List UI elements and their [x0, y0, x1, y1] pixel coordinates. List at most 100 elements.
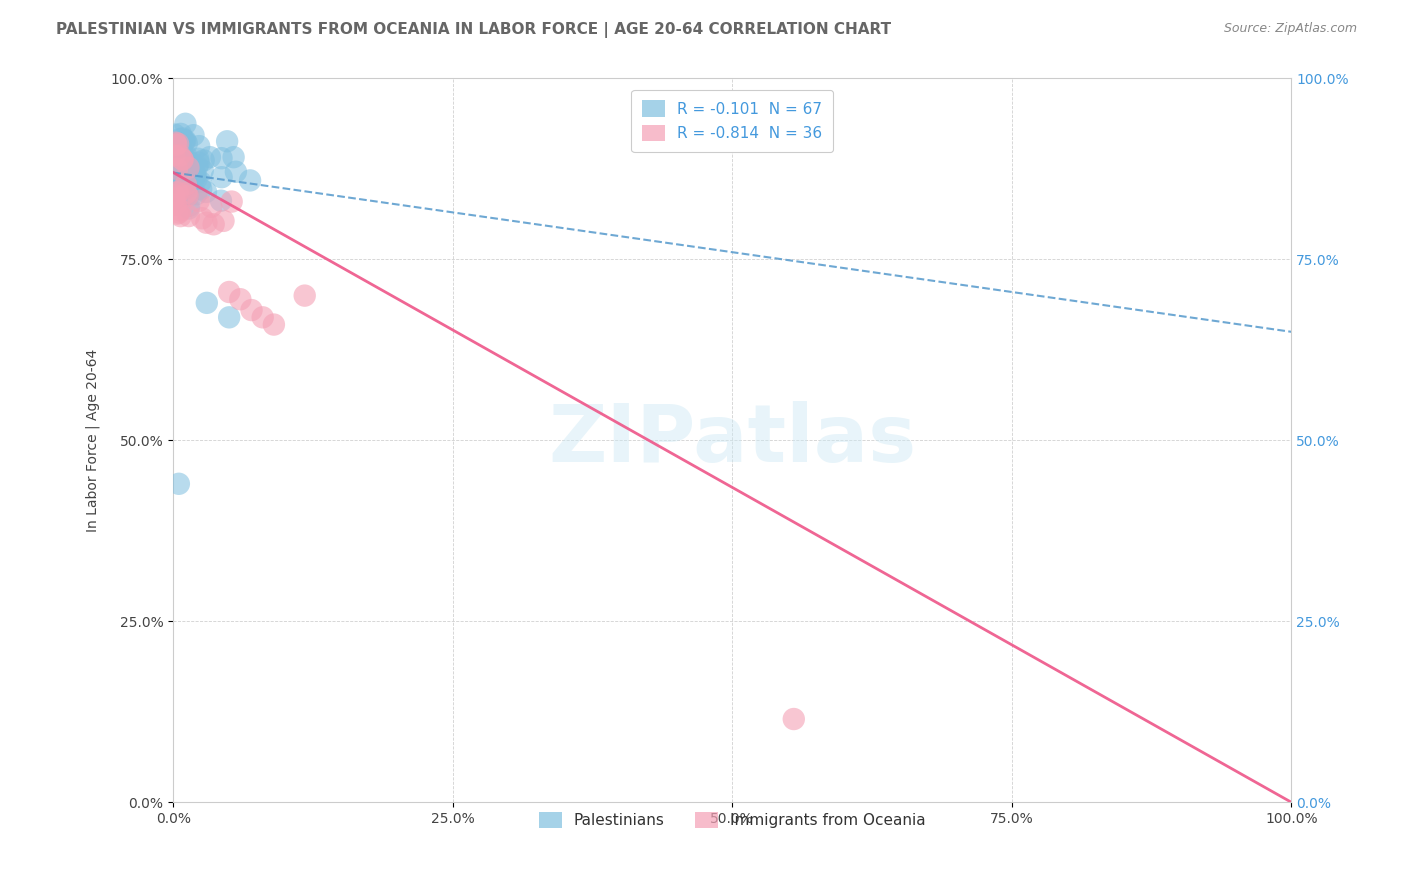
Point	[165, 198, 187, 212]
Point	[177, 154, 200, 169]
Point	[180, 156, 202, 170]
Point	[184, 169, 207, 184]
Point	[163, 188, 186, 202]
Point	[229, 292, 252, 306]
Point	[222, 150, 245, 164]
Point	[190, 182, 212, 196]
Point	[163, 156, 186, 170]
Point	[165, 144, 187, 158]
Point	[195, 296, 218, 310]
Point	[166, 153, 188, 167]
Point	[174, 178, 197, 192]
Point	[186, 171, 208, 186]
Point	[212, 214, 235, 228]
Point	[187, 155, 209, 169]
Point	[252, 310, 274, 325]
Point	[172, 152, 194, 166]
Point	[176, 149, 198, 163]
Point	[166, 207, 188, 221]
Point	[177, 187, 200, 202]
Point	[173, 169, 195, 183]
Point	[170, 145, 193, 159]
Point	[176, 180, 198, 194]
Point	[294, 288, 316, 302]
Point	[184, 167, 207, 181]
Point	[191, 163, 214, 178]
Point	[177, 202, 200, 216]
Point	[167, 205, 190, 219]
Point	[177, 209, 200, 223]
Point	[174, 133, 197, 147]
Legend: Palestinians, Immigrants from Oceania: Palestinians, Immigrants from Oceania	[533, 805, 932, 834]
Point	[187, 194, 209, 208]
Point	[166, 186, 188, 200]
Point	[221, 194, 243, 209]
Text: ZIPatlas: ZIPatlas	[548, 401, 917, 479]
Point	[187, 152, 209, 166]
Point	[172, 169, 194, 183]
Point	[169, 169, 191, 184]
Point	[172, 151, 194, 165]
Point	[163, 186, 186, 200]
Point	[191, 211, 214, 226]
Point	[179, 177, 201, 191]
Point	[193, 153, 215, 168]
Point	[186, 160, 208, 174]
Point	[172, 153, 194, 167]
Point	[173, 164, 195, 178]
Point	[169, 184, 191, 198]
Point	[163, 166, 186, 180]
Point	[183, 128, 205, 143]
Point	[163, 191, 186, 205]
Point	[195, 216, 218, 230]
Point	[173, 134, 195, 148]
Point	[170, 164, 193, 178]
Point	[163, 191, 186, 205]
Point	[188, 139, 211, 153]
Point	[176, 164, 198, 178]
Point	[174, 117, 197, 131]
Point	[218, 285, 240, 299]
Point	[165, 136, 187, 150]
Point	[163, 175, 186, 189]
Point	[174, 186, 197, 201]
Point	[172, 131, 194, 145]
Point	[167, 136, 190, 151]
Point	[173, 159, 195, 173]
Point	[174, 180, 197, 194]
Point	[165, 137, 187, 152]
Point	[225, 165, 247, 179]
Point	[177, 172, 200, 186]
Point	[202, 217, 225, 231]
Point	[163, 148, 186, 162]
Point	[239, 173, 262, 187]
Point	[167, 168, 190, 182]
Y-axis label: In Labor Force | Age 20-64: In Labor Force | Age 20-64	[86, 349, 100, 532]
Point	[218, 310, 240, 325]
Point	[783, 712, 806, 726]
Point	[172, 172, 194, 186]
Point	[195, 185, 218, 199]
Point	[263, 318, 285, 332]
Point	[173, 154, 195, 169]
Point	[179, 199, 201, 213]
Point	[177, 161, 200, 175]
Point	[169, 148, 191, 162]
Point	[170, 127, 193, 141]
Point	[169, 132, 191, 146]
Point	[165, 141, 187, 155]
Text: PALESTINIAN VS IMMIGRANTS FROM OCEANIA IN LABOR FORCE | AGE 20-64 CORRELATION CH: PALESTINIAN VS IMMIGRANTS FROM OCEANIA I…	[56, 22, 891, 38]
Point	[176, 136, 198, 151]
Point	[211, 151, 233, 165]
Point	[190, 175, 212, 189]
Point	[186, 187, 208, 202]
Point	[209, 194, 232, 208]
Point	[163, 128, 186, 142]
Point	[167, 166, 190, 180]
Point	[200, 200, 222, 214]
Point	[169, 163, 191, 178]
Point	[167, 160, 190, 174]
Point	[198, 150, 221, 164]
Point	[169, 209, 191, 223]
Point	[167, 476, 190, 491]
